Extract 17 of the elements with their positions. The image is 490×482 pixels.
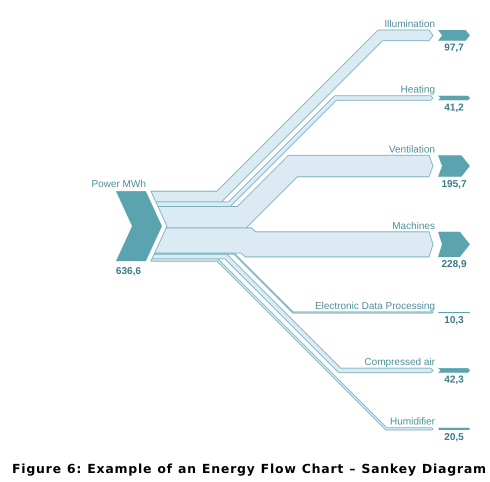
category-label: Electronic Data Processing <box>314 300 435 312</box>
category-label: Illumination <box>384 19 435 30</box>
data-label: 41,2 <box>444 102 464 114</box>
category-label: Heating <box>400 84 435 96</box>
data-label: 195,7 <box>441 178 467 190</box>
data-label: 97,7 <box>444 42 464 54</box>
category-label: Power MWh <box>91 179 146 190</box>
data-label: 20,5 <box>444 432 464 443</box>
data-label: 10,3 <box>444 315 464 326</box>
category-label: Compressed air <box>364 357 436 368</box>
category-label: Humidifier <box>390 416 436 428</box>
category-label: Machines <box>392 220 435 232</box>
data-label: 228,9 <box>441 258 467 270</box>
text: Figure 6: Example of an Energy Flow Chart – Sankey Diagram <box>12 461 487 476</box>
category-label: Ventilation <box>388 144 435 156</box>
data-label: 636,6 <box>116 266 142 278</box>
data-label: 42,3 <box>444 374 464 386</box>
